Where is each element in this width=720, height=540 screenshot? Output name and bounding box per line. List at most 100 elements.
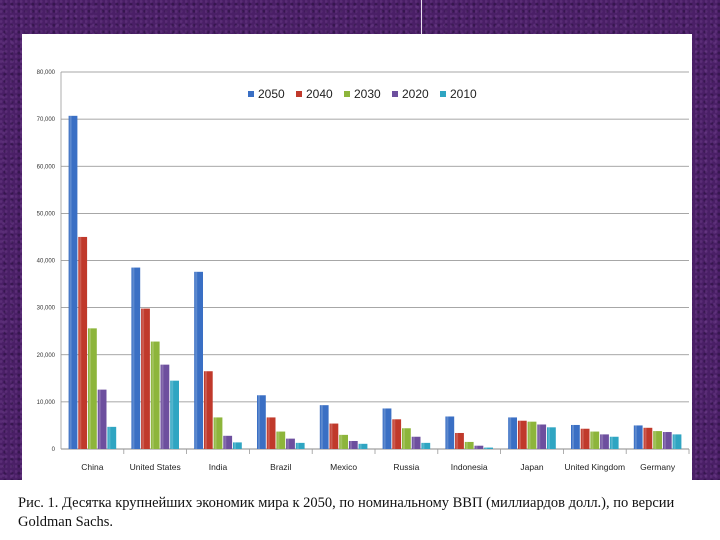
legend-swatch-2030: [344, 91, 350, 97]
legend-label-2020: 2020: [402, 87, 429, 101]
category-label: United Kingdom: [565, 462, 625, 472]
bar-2030: [88, 328, 97, 449]
bar-2040: [329, 423, 339, 449]
bar-2010: [295, 442, 305, 449]
bar-highlight: [98, 389, 101, 449]
bar-highlight: [485, 447, 488, 449]
bar-highlight: [634, 425, 637, 449]
bar-highlight: [644, 427, 647, 449]
bar-highlight: [69, 115, 72, 450]
bar-highlight: [296, 442, 299, 449]
legend-label-2030: 2030: [354, 87, 381, 101]
bar-highlight: [446, 416, 449, 449]
bar-highlight: [663, 432, 666, 449]
bar-chart: 0 10,000 20,000 30,000 40,000 50,000 60,000 70,…: [37, 70, 690, 472]
bar-2040: [643, 427, 653, 449]
bar-2040: [266, 417, 276, 449]
bar-2010: [233, 442, 242, 449]
bar-highlight: [79, 236, 82, 449]
legend-swatch-2040: [296, 91, 302, 97]
bar-highlight: [340, 434, 343, 449]
y-tick-label: 60,000: [37, 164, 56, 170]
bar-highlight: [171, 380, 174, 449]
bar-highlight: [610, 436, 613, 449]
bar-2020: [348, 440, 358, 449]
bar-2030: [213, 417, 223, 449]
bar-highlight: [287, 438, 290, 449]
chart-panel: 0 10,000 20,000 30,000 40,000 50,000 60,000 70,…: [22, 34, 692, 480]
bar-highlight: [601, 434, 604, 449]
bar-highlight: [142, 308, 145, 449]
bar-highlight: [267, 417, 270, 449]
bar-2050: [131, 267, 141, 449]
bar-2030: [276, 431, 286, 449]
bar-highlight: [654, 431, 657, 449]
bar-2030: [590, 431, 600, 449]
y-tick-label: 0: [52, 447, 56, 453]
bar-2040: [203, 371, 213, 449]
legend-label-2010: 2010: [450, 87, 477, 101]
bar-2010: [358, 443, 368, 449]
y-tick-label: 50,000: [37, 211, 56, 217]
legend-swatch-2020: [392, 91, 398, 97]
bar-highlight: [108, 426, 111, 449]
category-label: Germany: [640, 462, 676, 472]
bar-highlight: [258, 395, 260, 449]
bar-2020: [97, 389, 107, 449]
bar-highlight: [422, 442, 425, 449]
bar-2030: [653, 431, 662, 449]
bar-2040: [392, 419, 402, 449]
bar-highlight: [204, 371, 207, 449]
bar-2040: [517, 420, 527, 449]
bar-highlight: [591, 431, 594, 449]
bar-highlight: [548, 427, 550, 449]
legend-label-2050: 2050: [258, 87, 285, 101]
bar-2030: [464, 441, 474, 449]
bar-2040: [455, 432, 464, 449]
bar-highlight: [509, 417, 512, 449]
bar-highlight: [383, 408, 386, 449]
bar-2050: [571, 424, 580, 449]
bar-highlight: [572, 424, 574, 449]
bar-highlight: [465, 441, 468, 449]
bar-2020: [537, 424, 547, 449]
bar-highlight: [349, 440, 352, 449]
category-label: India: [209, 462, 228, 472]
y-tick-label: 80,000: [37, 70, 56, 76]
bar-highlight: [518, 420, 521, 449]
legend-swatch-2010: [440, 91, 446, 97]
bar-highlight: [528, 421, 531, 449]
y-tick-label: 70,000: [37, 117, 56, 123]
bar-2010: [547, 427, 556, 449]
bar-highlight: [195, 271, 198, 449]
bar-highlight: [412, 436, 415, 449]
y-tick-label: 10,000: [37, 400, 56, 406]
bar-2040: [141, 308, 150, 449]
bar-highlight: [475, 445, 478, 449]
bar-2020: [600, 434, 609, 449]
bar-2050: [68, 115, 78, 450]
bar-2020: [662, 432, 672, 449]
bar-2050: [257, 395, 266, 449]
figure-caption: Рис. 1. Десятка крупнейших экономик мира…: [18, 495, 675, 530]
bar-highlight: [132, 267, 135, 449]
bar-2030: [402, 428, 411, 449]
bar-2030: [527, 421, 537, 449]
category-label: United States: [130, 462, 181, 472]
bar-2020: [411, 436, 421, 449]
bar-2020: [286, 438, 295, 449]
bar-highlight: [393, 419, 396, 449]
bar-2010: [421, 442, 431, 449]
bar-highlight: [330, 423, 333, 449]
y-tick-label: 40,000: [37, 259, 56, 265]
bar-highlight: [224, 435, 227, 449]
legend-label-2040: 2040: [306, 87, 333, 101]
bar-highlight: [320, 405, 323, 449]
bar-2050: [508, 417, 517, 449]
bar-2030: [339, 434, 348, 449]
bar-highlight: [151, 341, 154, 449]
bar-highlight: [673, 434, 676, 449]
bar-2040: [580, 428, 590, 449]
category-label: Japan: [520, 462, 543, 472]
bar-highlight: [214, 417, 217, 449]
